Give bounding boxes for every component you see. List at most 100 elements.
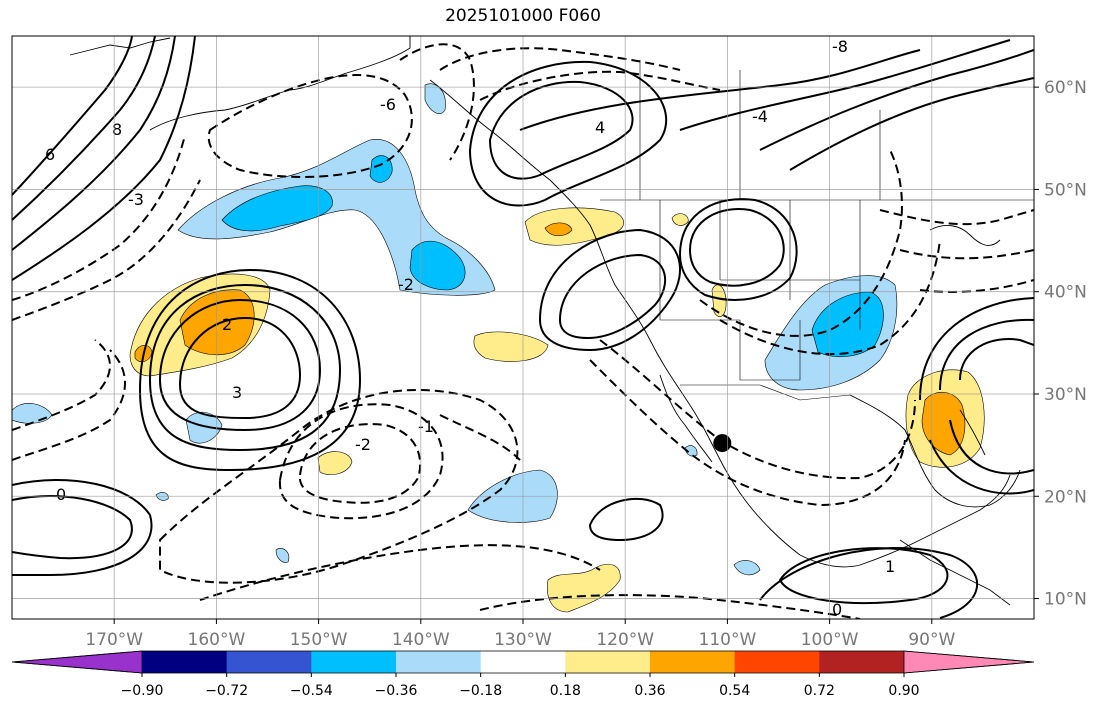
- contour-line: [12, 349, 126, 461]
- colorbar-segment: [819, 651, 905, 673]
- contour-label: -8: [832, 37, 848, 56]
- negative-contours: [12, 43, 1034, 619]
- contour-line: [12, 36, 196, 281]
- longitude-tick-label: 140°W: [392, 630, 450, 650]
- map-content: 8 6 4 3 2 1 0 0 -1 -2 -2 -3 -4 -6 -8: [12, 36, 1034, 619]
- contour-line: [138, 268, 362, 472]
- latitude-labels: 60°N 50°N 40°N 30°N 20°N 10°N: [1044, 78, 1087, 609]
- longitude-tick-label: 160°W: [188, 630, 246, 650]
- gulf-of-mexico-coast: [849, 394, 1021, 508]
- latitude-tick-label: 20°N: [1044, 487, 1087, 507]
- colorbar-tick-label: 0.72: [804, 683, 835, 699]
- contour-label: -2: [355, 435, 371, 454]
- longitude-tick-label: 90°W: [908, 630, 955, 650]
- contour-label: -2: [398, 275, 414, 294]
- latitude-tick-label: 30°N: [1044, 385, 1087, 405]
- contour-line: [538, 228, 681, 352]
- positive-anomaly-core: [921, 392, 966, 456]
- colorbar-tick-label: −0.36: [375, 683, 418, 699]
- negative-anomaly-region: [275, 548, 290, 563]
- colorbar-segment: [396, 651, 482, 673]
- contour-line: [439, 47, 681, 71]
- colorbar-tick-label: 0.36: [634, 683, 665, 699]
- latitude-tick-label: 50°N: [1044, 180, 1087, 200]
- contour-line: [688, 208, 785, 287]
- colorbar-tick-label: 0.18: [550, 683, 581, 699]
- colorbar-segment: [311, 651, 397, 673]
- colorbar-tick-label: 0.90: [888, 683, 919, 699]
- contour-line: [399, 43, 475, 161]
- state-borders: [659, 200, 861, 381]
- negative-anomaly-region: [185, 412, 223, 444]
- positive-anomaly-region: [547, 564, 621, 613]
- negative-anomaly-core: [369, 155, 393, 183]
- contour-line: [759, 49, 1034, 151]
- latitude-tick-label: 60°N: [1044, 78, 1087, 98]
- location-marker: [713, 434, 732, 453]
- colorbar-segment: [226, 651, 312, 673]
- contour-line: [12, 36, 133, 196]
- contour-line: [589, 359, 906, 507]
- contour-line: [468, 60, 668, 207]
- contour-line: [919, 297, 1034, 401]
- contour-labels: 8 6 4 3 2 1 0 0 -1 -2 -2 -3 -4 -6 -8: [45, 37, 895, 619]
- colorbar-segment: [480, 651, 566, 673]
- colorbar-segment: [142, 651, 228, 673]
- longitude-tick-label: 110°W: [699, 630, 757, 650]
- contour-line: [919, 279, 1034, 293]
- map-title: 2025101000 F060: [445, 6, 601, 26]
- contour-line: [159, 389, 519, 584]
- contour-line: [588, 497, 664, 542]
- positive-anomaly-region: [671, 213, 689, 226]
- contour-line: [12, 134, 186, 301]
- contour-label: -6: [380, 95, 396, 114]
- contour-line: [959, 338, 1034, 381]
- contour-line: [199, 544, 601, 601]
- map-frame: [11, 35, 1035, 620]
- positive-anomaly-region: [473, 331, 549, 362]
- contour-line: [12, 495, 133, 560]
- alaska-coastline: [149, 36, 411, 131]
- florida-peninsula: [959, 409, 986, 456]
- baja-california: [659, 374, 713, 463]
- contour-label: 0: [832, 600, 842, 619]
- contour-line: [789, 77, 1034, 171]
- contour-label: -4: [752, 107, 768, 126]
- contour-line: [439, 414, 521, 461]
- negative-anomaly-core: [221, 185, 333, 232]
- contour-line: [778, 547, 949, 605]
- negative-anomaly-region: [424, 83, 446, 114]
- contour-label: 6: [45, 145, 55, 164]
- contour-line: [899, 249, 1034, 260]
- longitude-tick-label: 130°W: [494, 630, 552, 650]
- longitude-tick-label: 100°W: [801, 630, 859, 650]
- longitude-tick-label: 150°W: [290, 630, 348, 650]
- contour-label: 4: [595, 118, 605, 137]
- contour-label: -3: [128, 190, 144, 209]
- contour-label: 3: [232, 383, 242, 402]
- contour-line: [488, 80, 634, 180]
- positive-anomaly-core: [544, 222, 573, 237]
- contour-line: [298, 423, 422, 504]
- negative-anomaly-region: [12, 403, 53, 424]
- great-lakes: [929, 224, 1001, 246]
- contour-line: [929, 439, 1034, 495]
- colorbar-tick-label: −0.90: [121, 683, 164, 699]
- colorbar-tick-label: −0.72: [205, 683, 248, 699]
- negative-anomaly-region: [733, 560, 761, 576]
- contour-line: [148, 283, 342, 452]
- contour-line: [12, 179, 201, 321]
- contour-line: [949, 419, 1034, 475]
- contour-line: [12, 36, 156, 221]
- positive-anomaly-region: [317, 451, 353, 475]
- negative-anomaly-core: [409, 240, 466, 291]
- colorbar-segment: [650, 651, 736, 673]
- canada-provinces: [639, 60, 881, 200]
- colorbar-segment: [734, 651, 820, 673]
- positive-anomaly-region: [524, 207, 624, 246]
- colorbar-extend-high: [903, 650, 1035, 674]
- contour-line: [12, 36, 176, 251]
- contour-line: [178, 316, 302, 420]
- colorbar-segment: [565, 651, 651, 673]
